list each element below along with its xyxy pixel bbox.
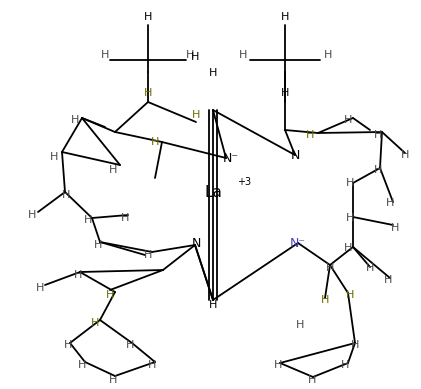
Text: H: H: [144, 250, 152, 260]
Text: H: H: [71, 115, 79, 125]
Text: H: H: [64, 340, 72, 350]
Text: H: H: [344, 243, 352, 253]
Text: +3: +3: [237, 177, 251, 187]
Text: N: N: [290, 149, 300, 161]
Text: H: H: [296, 320, 304, 330]
Text: H: H: [346, 213, 354, 223]
Text: H: H: [209, 68, 217, 78]
Text: H: H: [144, 88, 152, 98]
Text: H: H: [126, 340, 134, 350]
Text: H: H: [94, 240, 102, 250]
Text: H: H: [324, 50, 332, 60]
Text: H: H: [74, 270, 82, 280]
Text: H: H: [321, 295, 329, 305]
Text: H: H: [36, 283, 44, 293]
Text: H: H: [144, 12, 152, 22]
Text: H: H: [192, 110, 200, 120]
Text: N⁻: N⁻: [290, 237, 306, 249]
Text: H: H: [366, 263, 374, 273]
Text: H: H: [106, 290, 114, 300]
Text: H: H: [84, 215, 92, 225]
Text: H: H: [239, 50, 247, 60]
Text: H: H: [281, 88, 289, 98]
Text: H: H: [351, 340, 359, 350]
Text: H: H: [28, 210, 36, 220]
Text: N: N: [191, 237, 201, 249]
Text: H: H: [308, 375, 316, 385]
Text: H: H: [91, 318, 99, 328]
Text: H: H: [148, 360, 156, 370]
Text: H: H: [209, 300, 217, 310]
Text: H: H: [62, 190, 70, 200]
Text: H: H: [386, 198, 394, 208]
Text: H: H: [121, 213, 129, 223]
Text: H: H: [191, 52, 199, 62]
Text: H: H: [186, 50, 194, 60]
Text: H: H: [341, 360, 349, 370]
Text: H: H: [109, 375, 117, 385]
Text: H: H: [344, 115, 352, 125]
Text: H: H: [346, 290, 354, 300]
Text: H: H: [374, 165, 382, 175]
Text: H: H: [274, 360, 282, 370]
Text: H: H: [391, 223, 399, 233]
Text: H: H: [346, 178, 354, 188]
Text: H: H: [384, 275, 392, 285]
Text: H: H: [101, 50, 109, 60]
Text: La: La: [204, 184, 222, 200]
Text: H: H: [109, 165, 117, 175]
Text: N⁻: N⁻: [223, 151, 239, 165]
Text: H: H: [281, 12, 289, 22]
Text: H: H: [78, 360, 86, 370]
Text: H: H: [401, 150, 409, 160]
Text: H: H: [326, 263, 334, 273]
Text: H: H: [50, 152, 58, 162]
Text: H: H: [151, 137, 159, 147]
Text: H: H: [306, 130, 314, 140]
Text: H: H: [374, 130, 382, 140]
